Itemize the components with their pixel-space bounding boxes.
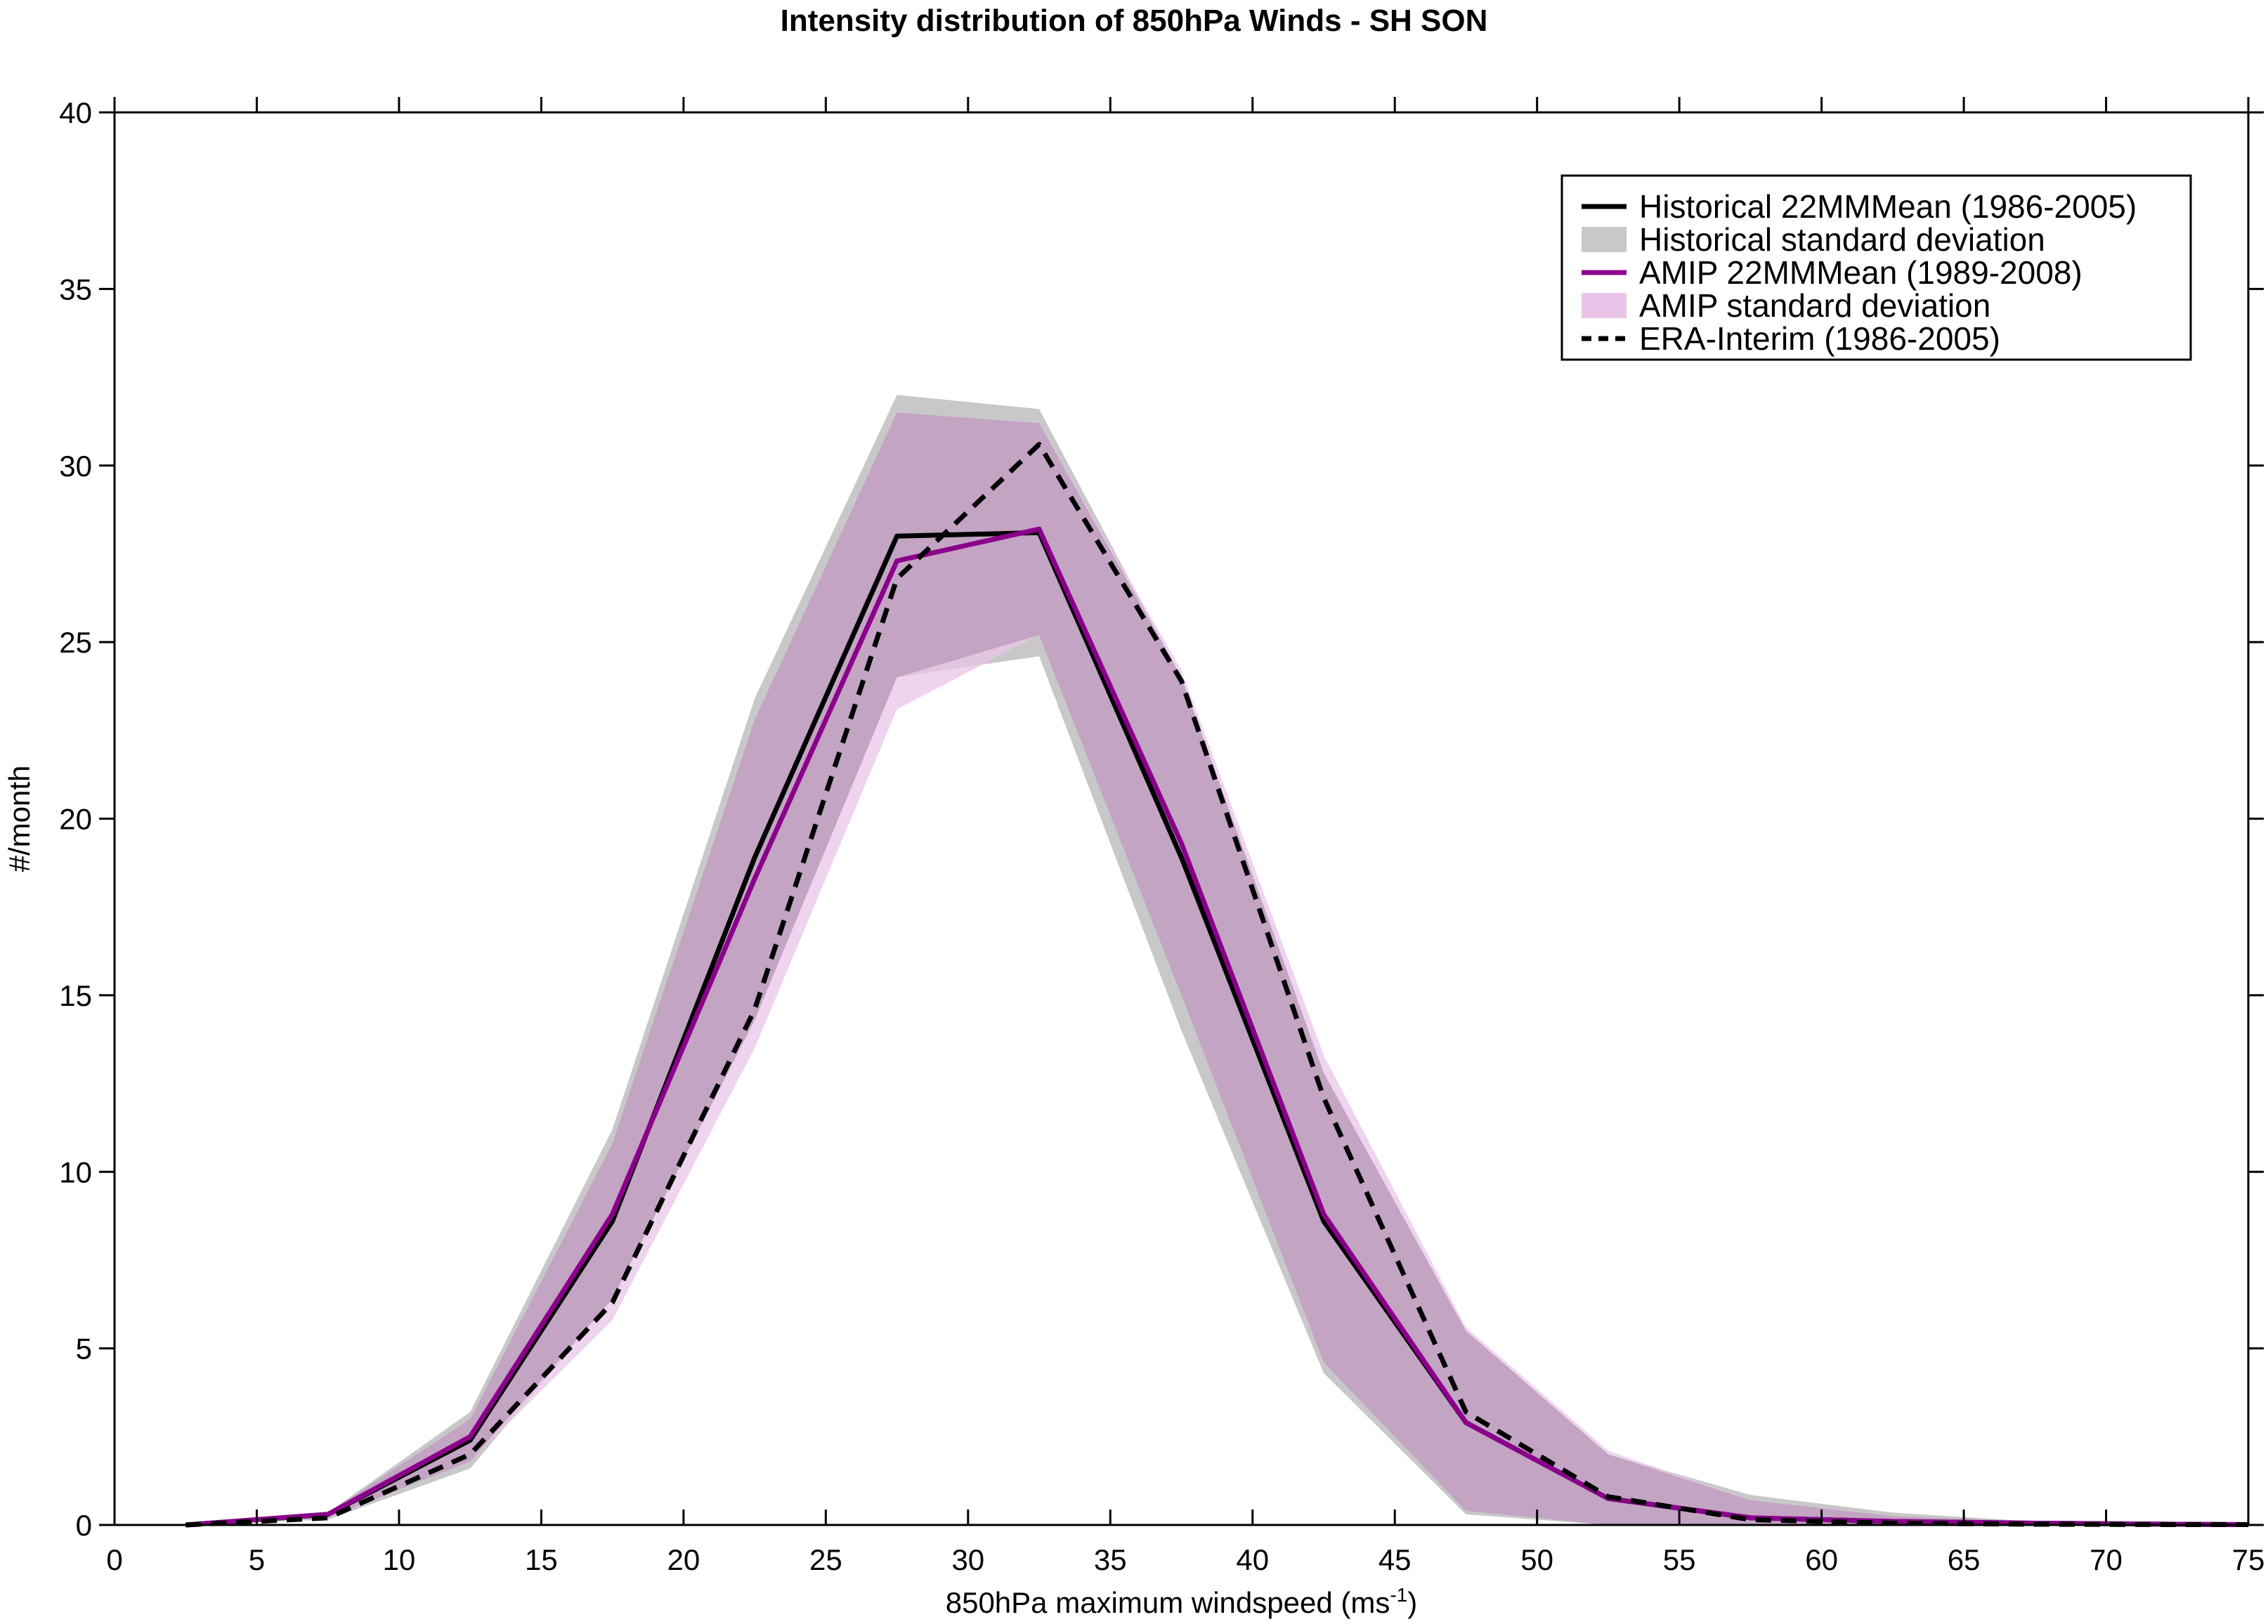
y-tick-label: 15 xyxy=(59,979,92,1012)
std-dev-bands xyxy=(185,395,2249,1526)
legend-label: AMIP 22MMMean (1989-2008) xyxy=(1639,254,2083,291)
legend-label: Historical standard deviation xyxy=(1639,221,2045,258)
y-tick-label: 35 xyxy=(59,273,92,306)
y-tick-label: 5 xyxy=(76,1332,92,1366)
y-tick-label: 10 xyxy=(59,1155,92,1188)
x-tick-label: 55 xyxy=(1663,1543,1696,1576)
x-tick-label: 65 xyxy=(1948,1543,1981,1576)
x-tick-label: 40 xyxy=(1236,1543,1269,1576)
legend-label: ERA-Interim (1986-2005) xyxy=(1639,320,2000,357)
band-overlap xyxy=(185,412,2249,1525)
y-tick-label: 20 xyxy=(59,803,92,836)
legend-box xyxy=(1560,174,2192,361)
y-tick-label: 25 xyxy=(59,626,92,659)
x-axis-label-close: ) xyxy=(1407,1586,1417,1619)
x-axis-label-unit-exponent: -1 xyxy=(1390,1584,1407,1606)
x-tick-label: 50 xyxy=(1520,1543,1553,1576)
legend: Historical 22MMMean (1986-2005)Historica… xyxy=(1560,174,2192,361)
x-tick-label: 35 xyxy=(1094,1543,1127,1576)
legend-swatch-patch xyxy=(1582,293,1627,318)
x-tick-label: 30 xyxy=(951,1543,984,1576)
x-axis-label-main: 850hPa maximum windspeed (ms xyxy=(946,1586,1390,1619)
x-tick-label: 20 xyxy=(667,1543,700,1576)
y-tick-label: 0 xyxy=(76,1509,92,1542)
chart-title: Intensity distribution of 850hPa Winds -… xyxy=(781,4,1488,38)
y-axis-ticks: 0 5 10 15 20 25 30 35 40 xyxy=(59,96,2264,1542)
x-tick-label: 0 xyxy=(106,1543,122,1576)
x-tick-label: 25 xyxy=(809,1543,842,1576)
y-axis-label: #/month xyxy=(3,766,36,872)
x-tick-label: 70 xyxy=(2090,1543,2123,1576)
x-tick-label: 75 xyxy=(2232,1543,2265,1576)
y-tick-label: 40 xyxy=(59,96,92,129)
y-tick-label: 30 xyxy=(59,450,92,483)
legend-label: Historical 22MMMean (1986-2005) xyxy=(1639,188,2137,225)
x-tick-label: 15 xyxy=(525,1543,558,1576)
x-tick-label: 5 xyxy=(249,1543,265,1576)
x-axis-label: 850hPa maximum windspeed (ms-1) xyxy=(946,1584,1418,1619)
legend-swatch-patch xyxy=(1582,227,1627,252)
x-tick-label: 45 xyxy=(1379,1543,1412,1576)
legend-items: Historical 22MMMean (1986-2005)Historica… xyxy=(1582,188,2137,357)
legend-label: AMIP standard deviation xyxy=(1639,287,1990,324)
x-axis-ticks: 0 5 10 15 20 25 30 35 40 45 50 55 60 65 70 75 xyxy=(106,97,2264,1576)
x-tick-label: 10 xyxy=(383,1543,416,1576)
x-tick-label: 60 xyxy=(1805,1543,1838,1576)
